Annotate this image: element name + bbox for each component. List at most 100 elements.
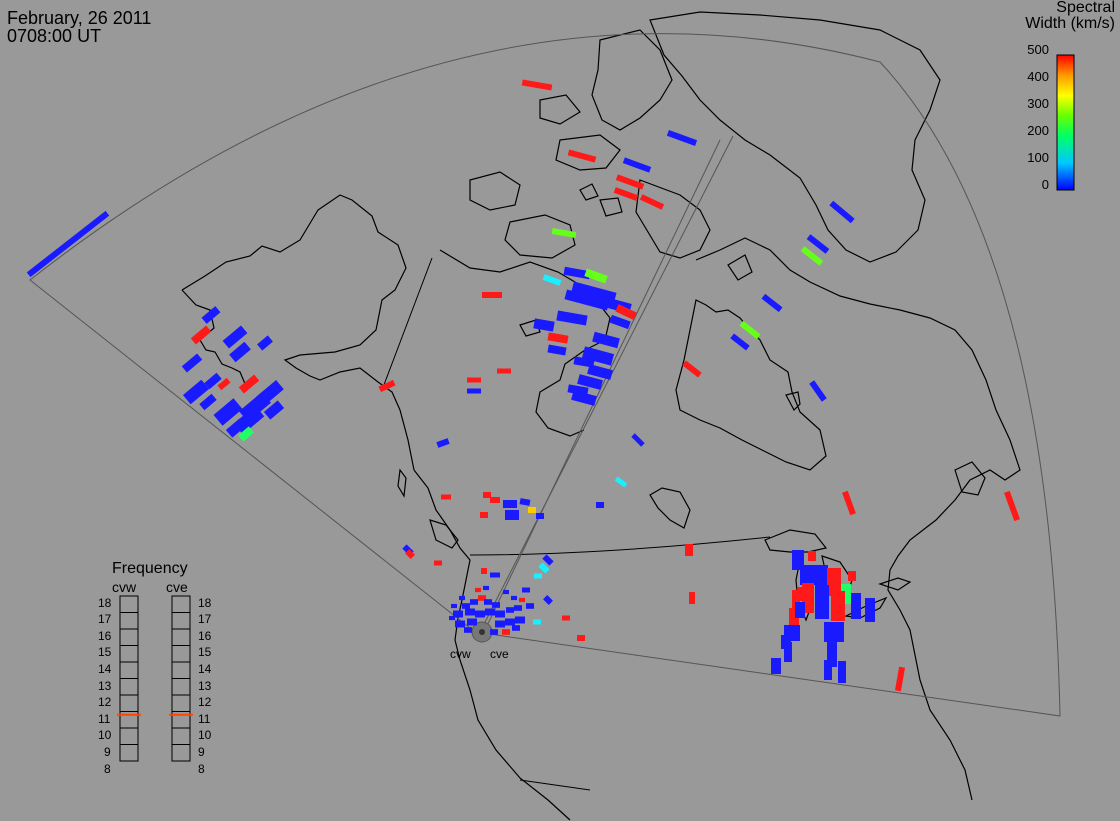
colorbar-tick: 0 [1041,177,1049,192]
freq-tick-right: 10 [198,728,212,742]
political-borders [381,257,771,791]
colorbar-tick: 200 [1027,123,1049,138]
island-banks [469,171,521,211]
echo-cell [596,502,604,508]
echo-cell [483,585,489,591]
coastline-alaska-west [181,289,247,387]
echo-cell [528,507,536,513]
echo-cell [739,320,761,340]
echo-cell [571,390,597,406]
echo-cell [682,360,702,378]
echo-cell [506,607,514,613]
echo-cell [484,599,492,605]
echo-cell [436,438,450,448]
echo-cell [492,602,500,608]
echo-cell [781,635,791,649]
border-canada-usa [469,536,771,556]
echo-cell [577,374,603,390]
island-devon [555,134,621,171]
echo-cell [564,289,610,311]
freq-tick-right: 17 [198,612,212,626]
echo-cell [841,584,851,604]
radar-fov [29,33,1061,717]
freq-tick-right: 13 [198,679,212,693]
freq-tick-right: 15 [198,645,212,659]
frequency-radar-label-cve: cve [166,579,188,595]
fov-beam-edge-cve [483,139,721,633]
echo-cell [229,341,251,363]
echo-cell [784,642,792,662]
echo-cell [792,590,800,610]
echo-cell [26,210,110,278]
echo-cell [809,380,827,402]
echo-cell [581,346,615,366]
echo-cell [838,661,846,683]
echo-cell [631,433,645,447]
echo-cell [865,598,875,622]
freq-tick-left: 12 [98,695,112,709]
freq-tick-right: 9 [198,745,205,759]
colorbar-tick: 100 [1027,150,1049,165]
echo-cell [622,157,652,173]
freq-tick-right: 16 [198,629,212,643]
echo-cell [495,620,505,628]
echo-cell [831,591,845,621]
echo-cell [470,599,478,605]
echo-cell [505,618,515,626]
echo-cell [238,426,254,442]
echo-cell [238,374,260,394]
echo-cell [827,637,837,667]
time-label: 0708:00 UT [7,26,102,46]
freq-tick-left: 10 [98,728,112,742]
echo-cell [538,562,550,574]
echo-cell [405,549,415,559]
frequency-gauges [117,595,193,762]
island-small-3 [519,319,541,337]
echo-cell [515,616,525,624]
colorbar-tick: 500 [1027,42,1049,57]
fov-beam-edge-cvw [479,135,734,633]
coastline-hudson-bay [675,299,827,471]
echo-cell [441,494,451,500]
echo-cell [485,608,495,616]
island-baffin [635,179,711,259]
freq-tick-left: 15 [98,645,112,659]
echo-cell [808,551,816,561]
echo-cell [592,331,620,349]
frequency-radar-label-cvw: cvw [112,579,137,595]
radar-site-dot [479,629,485,635]
echo-cell [467,618,477,626]
echo-cell [502,629,510,635]
echo-cell [639,194,665,210]
freq-tick-right: 14 [198,662,212,676]
coastline-greenland [649,11,941,263]
colorbar-tick: 400 [1027,69,1049,84]
freq-tick-right: 12 [198,695,212,709]
echo-cell [519,498,531,506]
echo-cell [562,615,570,621]
echo-cell [1004,490,1020,522]
freq-tick-left: 17 [98,612,112,626]
echo-cell [490,572,500,578]
echo-cell [190,325,212,345]
echo-cell [257,335,273,351]
echo-cell [761,293,783,313]
freq-tick-left: 13 [98,679,112,693]
echo-cell [526,603,534,609]
echo-cell [483,492,491,498]
echo-cell [543,595,553,605]
echo-cell [771,658,781,674]
echo-cell [512,625,520,631]
great-lake-ontario [878,577,912,591]
echo-cell [495,610,505,618]
echo-cell [584,268,608,284]
radar-echo-cells [26,79,1020,692]
echo-cell [459,595,465,601]
echo-cell [481,568,487,574]
island-ellesmere [591,29,673,131]
freq-tick-left: 9 [104,745,111,759]
echo-cell [730,333,750,351]
echo-cell [201,306,221,324]
island-small-4 [649,487,691,529]
echo-cell [615,304,637,320]
